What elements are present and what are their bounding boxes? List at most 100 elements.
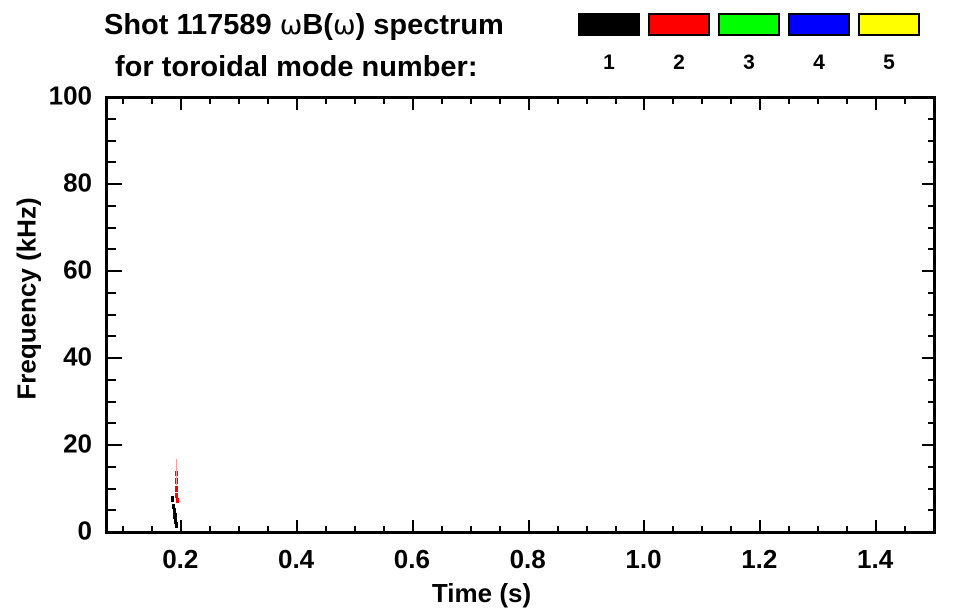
xtick-minor <box>354 526 356 534</box>
ytick-minor-right <box>928 248 936 250</box>
xtick-label-0.2: 0.2 <box>162 544 199 574</box>
xtick-major-1 <box>296 520 298 534</box>
legend-item-3[interactable]: 3 <box>718 13 780 74</box>
legend-swatch-5 <box>858 13 920 36</box>
ytick-minor <box>108 422 116 424</box>
xtick-major-top-6 <box>875 96 877 110</box>
xtick-label-1.0: 1.0 <box>625 544 662 574</box>
xtick-minor-top <box>441 96 443 104</box>
xtick-minor <box>499 526 501 534</box>
ytick-major-1 <box>108 444 122 446</box>
xtick-minor <box>441 526 443 534</box>
xtick-major-0 <box>180 520 182 534</box>
ytick-minor-right <box>928 509 936 511</box>
xtick-minor <box>817 526 819 534</box>
xtick-minor-top <box>817 96 819 104</box>
data-point-mode-2 <box>175 497 179 504</box>
xtick-minor-top <box>325 96 327 104</box>
xtick-minor <box>151 526 153 534</box>
data-point-mode-2 <box>175 486 179 492</box>
xtick-label-0.8: 0.8 <box>509 544 546 574</box>
xtick-minor-top <box>383 96 385 104</box>
ytick-major-3 <box>108 270 122 272</box>
xtick-minor-top <box>933 96 935 104</box>
xtick-major-top-4 <box>643 96 645 110</box>
ytick-label-40: 40 <box>63 341 92 372</box>
ytick-minor <box>108 379 116 381</box>
ytick-minor-right <box>928 205 936 207</box>
xtick-minor-top <box>354 96 356 104</box>
ytick-minor-right <box>928 314 936 316</box>
figure-title-line-2: for toroidal mode number: <box>115 51 478 83</box>
xtick-minor <box>904 526 906 534</box>
ytick-minor-right <box>928 379 936 381</box>
data-point-mode-1 <box>173 513 177 519</box>
y-axis-title: Frequency (kHz) <box>11 197 42 400</box>
ytick-minor <box>108 401 116 403</box>
xtick-minor <box>788 526 790 534</box>
plot-area <box>105 96 935 533</box>
xtick-minor-top <box>586 96 588 104</box>
ytick-minor-right <box>928 227 936 229</box>
legend-swatch-1 <box>578 13 640 36</box>
ytick-major-right-0 <box>922 531 936 533</box>
ytick-minor-right <box>928 292 936 294</box>
ytick-minor <box>108 248 116 250</box>
xtick-minor <box>846 526 848 534</box>
ytick-minor <box>108 509 116 511</box>
xtick-minor <box>730 526 732 534</box>
ytick-minor-right <box>928 488 936 490</box>
ytick-minor <box>108 488 116 490</box>
xtick-minor-top <box>122 96 124 104</box>
ytick-major-right-1 <box>922 444 936 446</box>
legend-item-4[interactable]: 4 <box>788 13 850 74</box>
legend-label-4: 4 <box>813 51 825 74</box>
xtick-minor <box>701 526 703 534</box>
xtick-minor <box>209 526 211 534</box>
xtick-minor <box>615 526 617 534</box>
omega-symbol-2: ω <box>332 10 356 41</box>
xtick-minor <box>383 526 385 534</box>
ytick-minor-right <box>928 140 936 142</box>
data-point-mode-1 <box>174 518 178 524</box>
ytick-label-0: 0 <box>77 515 92 546</box>
ytick-major-right-5 <box>922 96 936 98</box>
data-point-mode-1 <box>170 496 174 502</box>
xtick-minor-top <box>701 96 703 104</box>
ytick-minor <box>108 140 116 142</box>
xtick-major-top-2 <box>412 96 414 110</box>
ytick-major-right-3 <box>922 270 936 272</box>
legend-item-5[interactable]: 5 <box>858 13 920 74</box>
legend-label-2: 2 <box>673 51 685 74</box>
ytick-minor <box>108 227 116 229</box>
xtick-minor-top <box>904 96 906 104</box>
xtick-major-2 <box>412 520 414 534</box>
xtick-minor <box>122 526 124 534</box>
legend: 1 2 3 4 5 <box>578 13 948 91</box>
xtick-label-1.2: 1.2 <box>741 544 778 574</box>
ytick-minor <box>108 335 116 337</box>
ytick-major-5 <box>108 96 122 98</box>
legend-swatch-3 <box>718 13 780 36</box>
data-point-mode-1 <box>172 508 177 514</box>
title-spectrum-text: ) spectrum <box>355 9 504 41</box>
ytick-major-right-4 <box>922 183 936 185</box>
ytick-minor <box>108 118 116 120</box>
ytick-minor <box>108 466 116 468</box>
axis-top-line <box>105 96 936 99</box>
ytick-minor-right <box>928 401 936 403</box>
xtick-minor-top <box>151 96 153 104</box>
legend-item-2[interactable]: 2 <box>648 13 710 74</box>
legend-item-1[interactable]: 1 <box>578 13 640 74</box>
ytick-minor-right <box>928 118 936 120</box>
axis-left-line <box>105 96 108 534</box>
legend-swatch-4 <box>788 13 850 36</box>
xtick-major-3 <box>528 520 530 534</box>
ytick-minor-right <box>928 466 936 468</box>
ytick-label-100: 100 <box>48 80 92 111</box>
xtick-minor <box>267 526 269 534</box>
legend-label-5: 5 <box>883 51 895 74</box>
xtick-label-0.6: 0.6 <box>393 544 430 574</box>
xtick-major-top-3 <box>528 96 530 110</box>
